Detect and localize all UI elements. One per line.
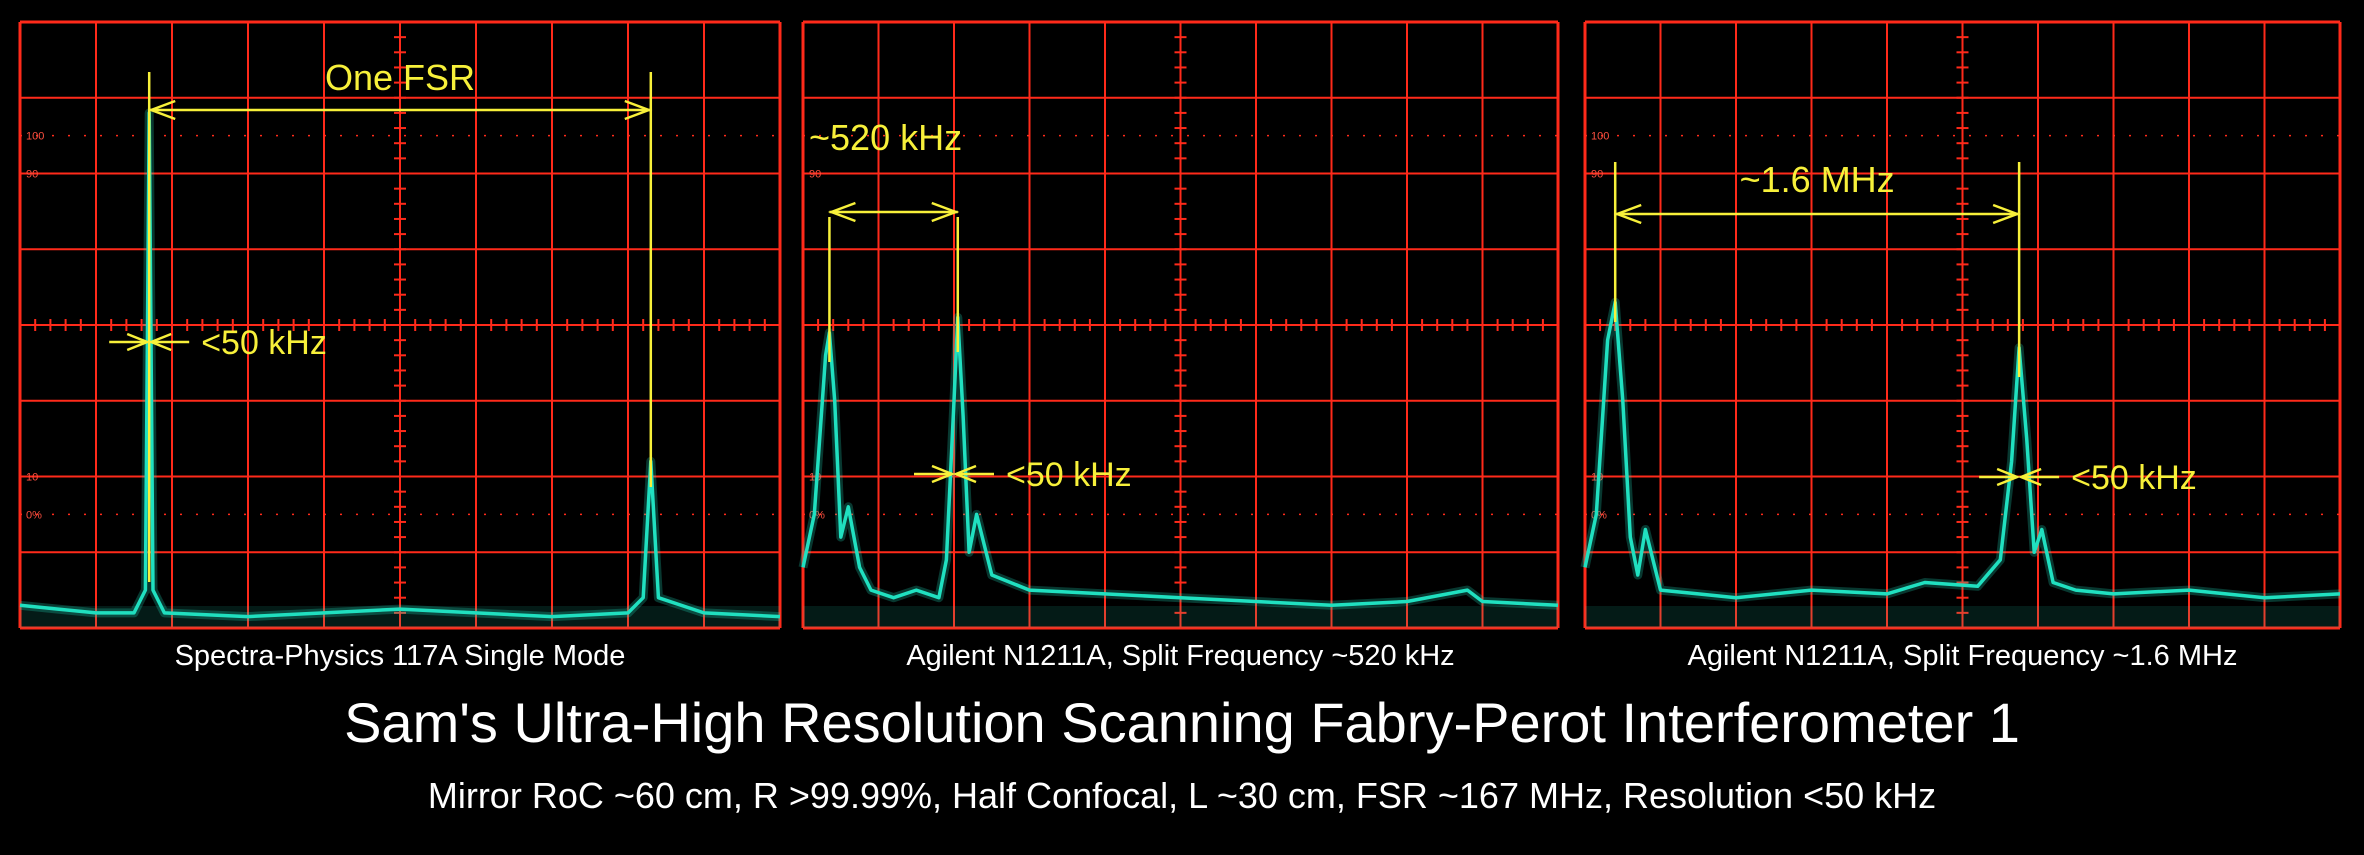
annotations: One FSR <50 kHz (109, 57, 653, 582)
center-axis-ticks (802, 21, 1559, 629)
baseline-noise (20, 606, 780, 628)
trace-line (801, 315, 1559, 608)
span-label: ~1.6 MHz (1740, 159, 1895, 200)
span-arrowhead-right (1992, 203, 2021, 225)
scale-label: 90 (1591, 169, 1603, 181)
span-arrowhead-left (827, 201, 856, 223)
chart-panel-3: 100 90 10 0% ~1.6 MHz <50 kHz (1580, 20, 2342, 630)
baseline-noise (803, 606, 1558, 628)
baseline-noise (1585, 606, 2340, 628)
resolution-arrowhead-left (931, 464, 956, 484)
resolution-label: <50 kHz (201, 324, 327, 362)
scale-label: 90 (809, 169, 821, 181)
span-arrowhead-right (624, 99, 653, 121)
chart-1-svg: 100 90 10 0% One FSR <50 kHz (18, 20, 782, 630)
chart-1-caption: Spectra-Physics 117A Single Mode (174, 640, 626, 672)
resolution-label: <50 kHz (2071, 459, 2197, 497)
annotations: ~1.6 MHz <50 kHz (1613, 159, 2197, 497)
page-title: Sam's Ultra-High Resolution Scanning Fab… (344, 691, 2020, 754)
scale-label: 100 (1591, 131, 1609, 143)
span-arrowhead-right (931, 201, 960, 223)
resolution-arrowhead-right (147, 332, 172, 352)
scale-label: 100 (26, 131, 44, 143)
annotations: ~520 kHz <50 kHz (809, 117, 1132, 494)
resolution-arrowhead-right (952, 464, 977, 484)
chart-panel-1: 100 90 10 0% One FSR <50 kHz (18, 20, 782, 630)
resolution-arrowhead-right (2017, 467, 2042, 487)
scale-label: 10 (26, 472, 38, 484)
span-arrowhead-left (147, 99, 176, 121)
chart-3-caption: Agilent N1211A, Split Frequency ~1.6 MHz (1687, 640, 2238, 672)
chart-2-caption: Agilent N1211A, Split Frequency ~520 kHz (906, 640, 1455, 672)
span-label: ~520 kHz (809, 117, 962, 158)
center-axis-ticks (19, 21, 781, 629)
page-subtitle: Mirror RoC ~60 cm, R >99.99%, Half Confo… (427, 775, 1937, 816)
center-axis-ticks (1584, 21, 2341, 629)
resolution-label: <50 kHz (1006, 456, 1132, 494)
scale-label: 0% (26, 509, 42, 521)
resolution-arrowhead-left (126, 332, 151, 352)
chart-panel-2: 90 10 0% ~520 kHz <50 kHz (798, 20, 1560, 630)
span-arrowhead-left (1613, 203, 1642, 225)
resolution-arrowhead-left (1996, 467, 2021, 487)
scale-label: 90 (26, 169, 38, 181)
trace-line (1583, 300, 2341, 600)
span-label: One FSR (325, 57, 475, 98)
